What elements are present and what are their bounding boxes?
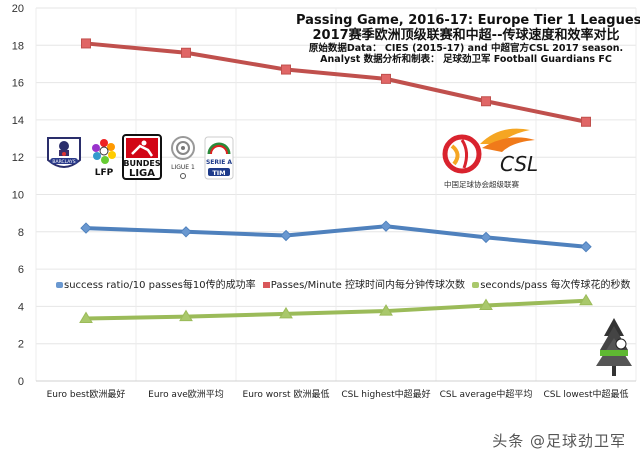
data-point-square: [181, 47, 191, 58]
series-line: [85, 41, 587, 124]
x-axis-ticks: Euro best欧洲最好 Euro ave欧洲平均 Euro worst 欧洲最低…: [47, 388, 629, 400]
y-axis-ticks: 0 2 4 6 8 10 12 14 16 18 20: [12, 3, 24, 388]
premier-league-logo: BARCLAYS: [46, 134, 82, 174]
y-tick-label: 8: [18, 227, 24, 239]
svg-text:LIGA: LIGA: [129, 168, 155, 179]
series-line: [85, 298, 587, 321]
svg-text:SERIE A: SERIE A: [206, 159, 232, 166]
svg-text:BARCLAYS: BARCLAYS: [52, 159, 75, 165]
y-tick-label: 10: [12, 190, 24, 202]
x-tick-label: Euro best欧洲最好: [47, 388, 126, 400]
y-tick-label: 18: [12, 40, 24, 52]
data-point-triangle: [579, 293, 593, 306]
x-tick-label: CSL highest中超最好: [341, 388, 430, 400]
legend-swatch-green: [472, 282, 480, 288]
svg-text:TIM: TIM: [212, 169, 225, 177]
legend-swatch-red: [262, 282, 270, 288]
data-point-triangle: [479, 298, 493, 310]
x-tick-label: Euro worst 欧洲最低: [243, 388, 330, 400]
ligue1-logo: LIGUE 1: [168, 134, 198, 180]
chart-legend: success ratio/10 passes每10传的成功率 Passes/M…: [56, 276, 635, 291]
football-guardians-tree-logo: [594, 316, 634, 382]
data-point-square: [81, 38, 91, 49]
data-point-triangle: [79, 311, 93, 324]
data-point-diamond: [380, 220, 392, 232]
data-point-diamond: [580, 241, 592, 253]
series-line: [85, 224, 587, 249]
y-tick-label: 20: [12, 3, 24, 15]
data-point-diamond: [80, 222, 92, 234]
series-lines: [79, 38, 593, 324]
data-point-triangle: [179, 309, 193, 322]
y-tick-label: 4: [18, 301, 24, 313]
data-point-square: [381, 73, 391, 84]
y-tick-label: 12: [12, 152, 24, 164]
x-tick-label: CSL average中超平均: [440, 388, 533, 400]
chart-title-cn: 2017赛季欧洲顶级联赛和中超--传球速度和效率对比: [312, 27, 620, 43]
y-tick-label: 16: [12, 78, 24, 90]
svg-text:BUNDES: BUNDES: [123, 159, 160, 168]
svg-text:CSL: CSL: [500, 152, 538, 176]
x-tick-label: CSL lowest中超最低: [544, 388, 629, 400]
data-point-square: [281, 64, 291, 75]
watermark: 头条 @足球劲卫军: [492, 432, 626, 450]
bundesliga-logo: BUNDES LIGA: [122, 134, 162, 180]
y-tick-label: 2: [18, 339, 24, 351]
chart-title-en: Passing Game, 2016-17: Europe Tier 1 Lea…: [296, 13, 640, 28]
csl-logo: CSL 中国足球协会超级联赛: [440, 124, 570, 194]
svg-text:LIGUE 1: LIGUE 1: [171, 164, 195, 171]
y-tick-label: 0: [18, 376, 24, 388]
svg-text:LFP: LFP: [95, 168, 114, 178]
x-tick-label: Euro ave欧洲平均: [148, 388, 224, 400]
data-point-square: [581, 116, 591, 127]
chart-title-block: Passing Game, 2016-17: Europe Tier 1 Lea…: [296, 13, 640, 66]
svg-text:中国足球协会超级联赛: 中国足球协会超级联赛: [444, 179, 519, 189]
legend-item-passes-per-minute: Passes/Minute 控球时间内每分钟传球次数: [262, 276, 465, 291]
data-point-triangle: [379, 304, 393, 316]
legend-item-seconds-per-pass: seconds/pass 每次传球花的秒数: [472, 276, 631, 291]
y-tick-label: 6: [18, 264, 24, 276]
lfp-logo: LFP: [91, 138, 117, 178]
y-tick-label: 14: [12, 115, 24, 127]
serie-a-logo: SERIE A TIM: [204, 136, 234, 180]
legend-item-success-ratio: success ratio/10 passes每10传的成功率: [56, 276, 256, 291]
data-point-diamond: [180, 226, 192, 238]
data-point-square: [481, 96, 491, 107]
analyst-credit: Analyst 数据分析和制表： 足球劲卫军 Football Guardian…: [320, 53, 612, 65]
data-source: 原始数据Data： CIES (2015-17) and 中超官方CSL 201…: [308, 42, 624, 54]
data-point-triangle: [279, 306, 293, 319]
data-point-diamond: [480, 231, 492, 244]
data-point-diamond: [280, 229, 292, 242]
legend-swatch-blue: [56, 282, 63, 288]
